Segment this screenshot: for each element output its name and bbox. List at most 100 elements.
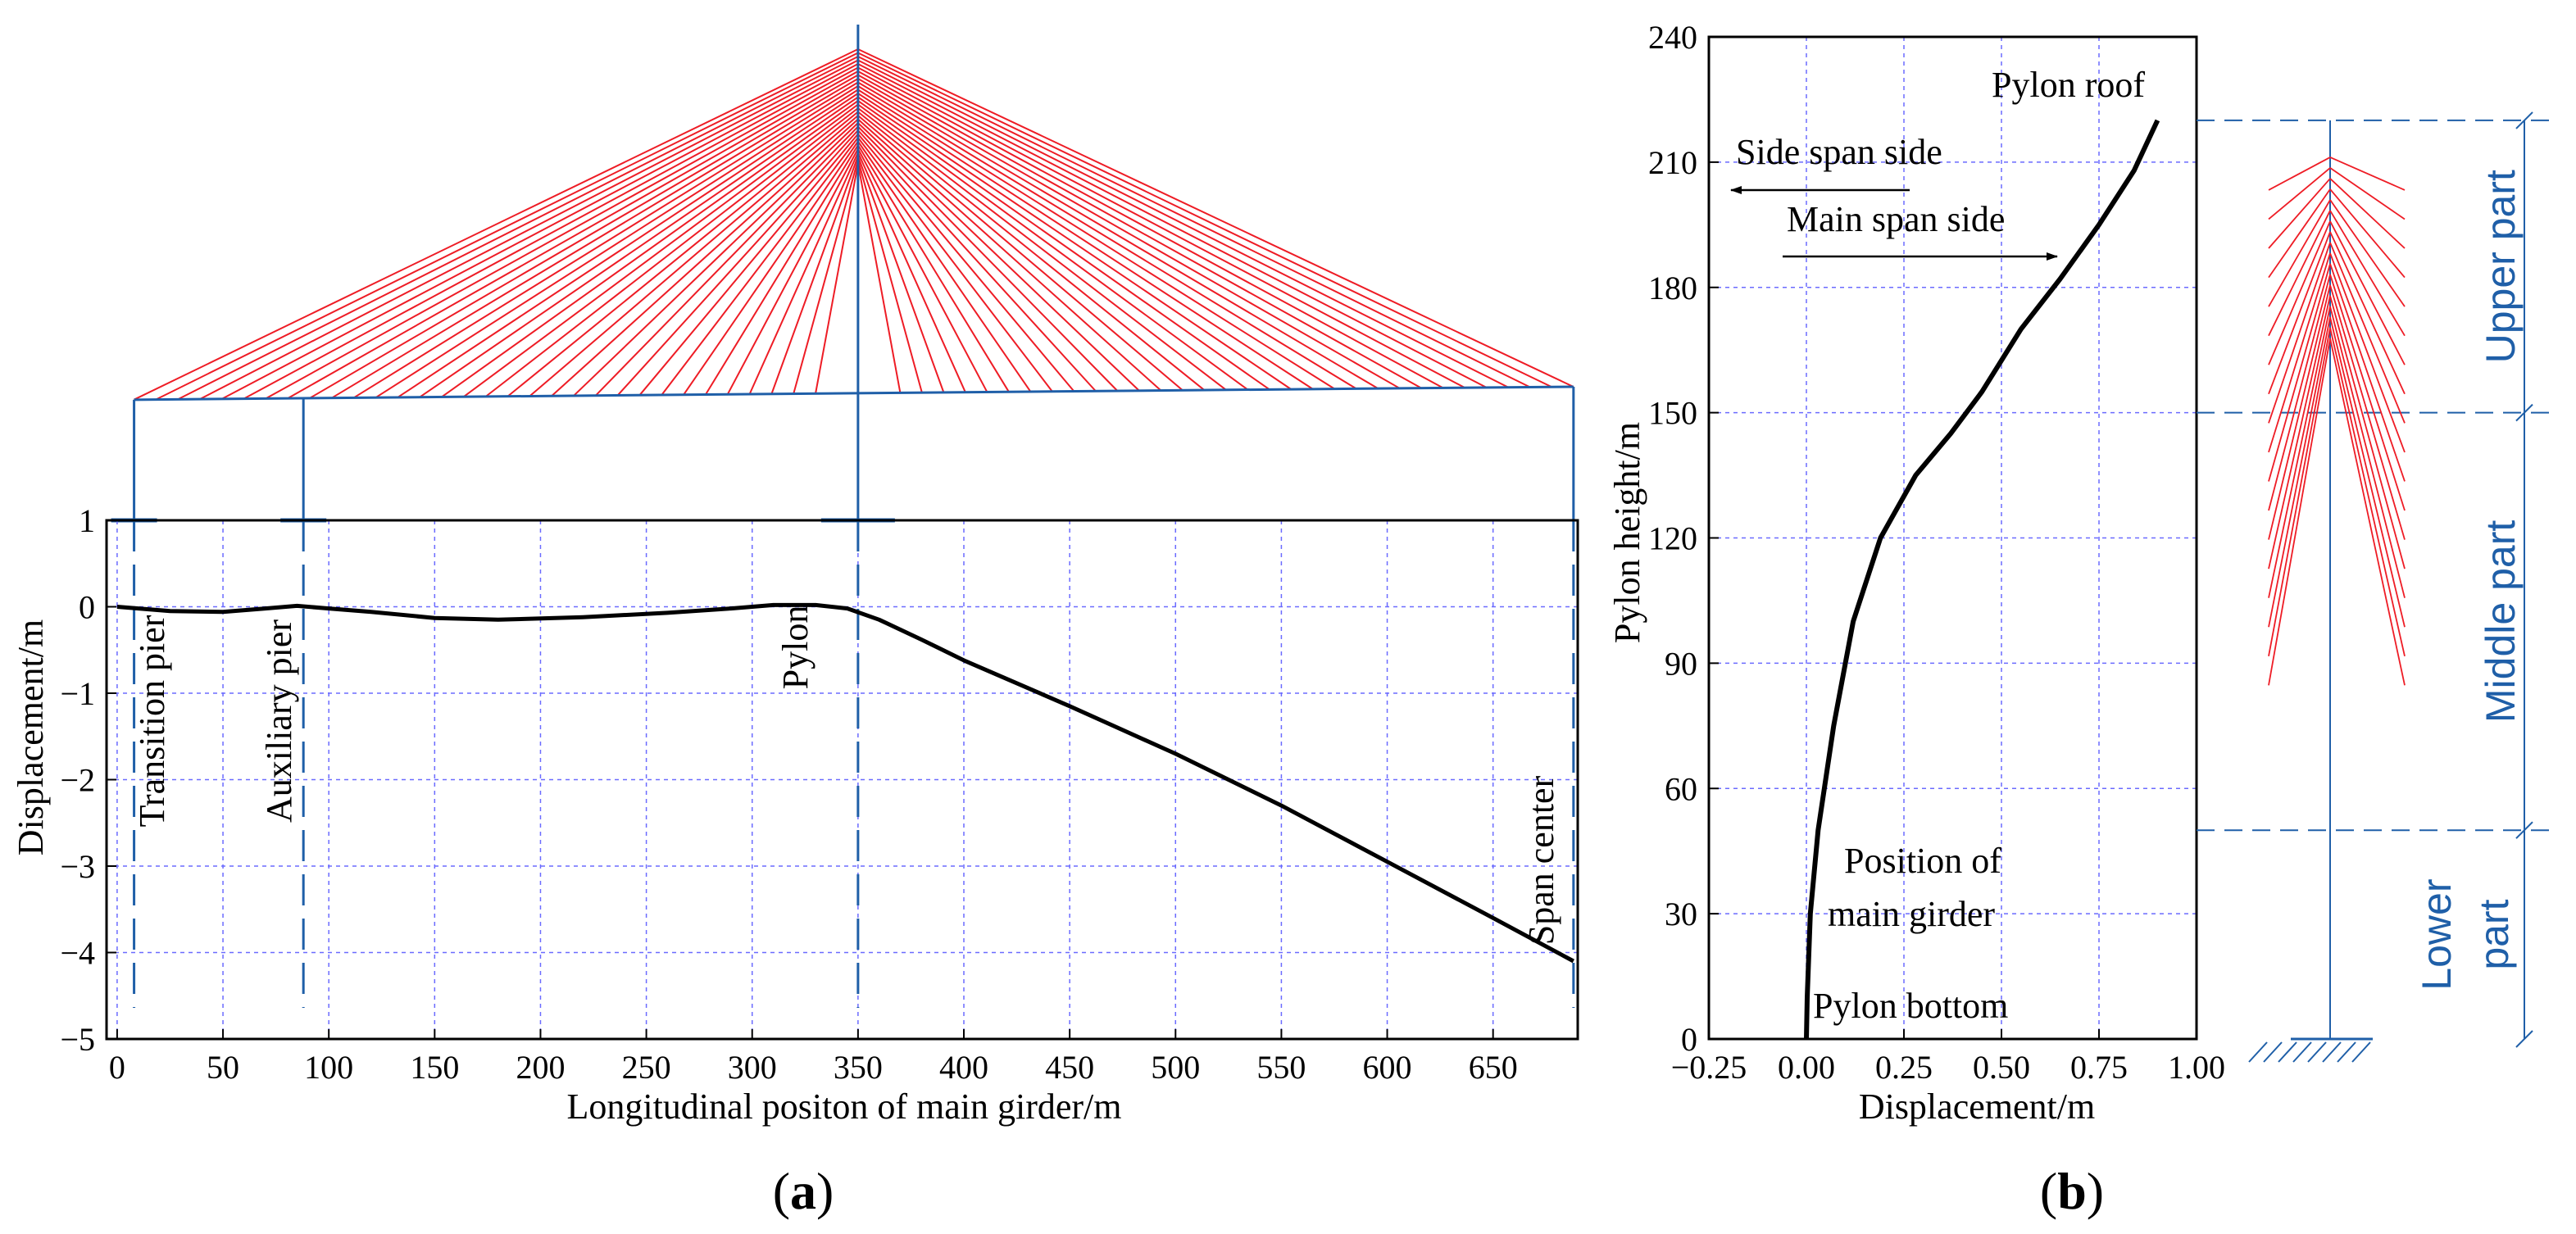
- stay-cable: [2329, 316, 2406, 628]
- stay-cable: [857, 125, 1119, 392]
- stay-cable: [661, 137, 859, 396]
- pylon-schematic: Upper part Middle part Lower part: [2197, 111, 2549, 1063]
- stay-cable: [2268, 284, 2331, 540]
- stay-cable: [2268, 263, 2331, 482]
- stay-cable: [856, 156, 945, 393]
- marker-label: Transition pier: [132, 615, 172, 827]
- stay-cable: [856, 163, 902, 393]
- stay-cable: [331, 81, 859, 399]
- stay-cable: [2329, 210, 2406, 337]
- stay-cable: [857, 81, 1379, 390]
- stay-cable: [2268, 252, 2331, 453]
- stay-cable: [2329, 263, 2406, 482]
- pier-markers: [133, 520, 1575, 1008]
- stay-cable: [857, 48, 1574, 388]
- y-tick-label: −3: [60, 848, 95, 885]
- series-group: [116, 602, 1574, 964]
- annotations: Pylon roof Side span side Main span side…: [1730, 65, 2145, 1026]
- stay-cable: [815, 163, 859, 394]
- stay-cable: [857, 96, 1292, 390]
- y-tick-label: 60: [1665, 770, 1697, 807]
- stay-cable: [2268, 157, 2331, 191]
- stay-cable: [857, 63, 1488, 388]
- stay-cable: [2268, 295, 2331, 569]
- stay-cable: [266, 70, 859, 400]
- ground-hatch: [2337, 1041, 2356, 1063]
- stay-cable: [177, 56, 859, 401]
- stay-cable: [2268, 306, 2331, 598]
- stay-cable: [2268, 231, 2331, 395]
- y-tick-label: −2: [60, 762, 95, 799]
- stay-cable: [2268, 220, 2331, 365]
- main-girder-label: main girder: [1828, 894, 1995, 934]
- stay-cable: [2268, 327, 2331, 656]
- stay-cable: [199, 59, 859, 400]
- stay-cable: [2329, 199, 2406, 307]
- girder-line: [134, 385, 1574, 402]
- y-axis-title: Pylon height/m: [1607, 422, 1647, 643]
- panel-label-a: (a): [773, 1162, 834, 1220]
- stay-cable: [857, 85, 1357, 390]
- stay-cable: [243, 66, 859, 400]
- marker-label: Pylon: [775, 606, 816, 690]
- pylon-roof-label: Pylon roof: [1992, 65, 2145, 105]
- stay-cable: [2329, 157, 2406, 191]
- stay-cable: [2329, 252, 2406, 453]
- stay-cable: [507, 111, 859, 397]
- panel-label-b-letter: b: [2057, 1162, 2087, 1220]
- stay-cable: [595, 125, 859, 397]
- stay-cable: [2268, 274, 2331, 511]
- tick-labels: −0.25 0.00 0.25 0.50 0.75 1.00 0 30 60 90 120 150 18…: [1648, 19, 2225, 1086]
- stay-cable: [2268, 316, 2331, 628]
- stay-cable: [638, 133, 859, 396]
- upper-part-label: Upper part: [2478, 170, 2524, 363]
- x-tick-label: 0.00: [1778, 1049, 1835, 1086]
- y-tick-label: 210: [1648, 144, 1697, 181]
- ground-hatch: [2248, 1041, 2268, 1063]
- panel-label-b: (b): [2040, 1162, 2104, 1220]
- stay-cable: [463, 103, 859, 397]
- pylon-bottom-label: Pylon bottom: [1813, 986, 2008, 1026]
- stay-cable: [375, 88, 859, 398]
- x-tick-label: 150: [410, 1049, 459, 1086]
- ground-hatch: [2278, 1041, 2297, 1063]
- y-tick-label: 120: [1648, 520, 1697, 557]
- stay-cable: [770, 156, 859, 395]
- x-tick-label: 600: [1363, 1049, 1412, 1086]
- main-span-side-label: Main span side: [1787, 199, 2005, 239]
- y-axis-title: Displacement/m: [11, 619, 51, 855]
- stay-cable: [2329, 295, 2406, 569]
- stay-cable: [793, 159, 859, 394]
- stay-cable: [287, 74, 859, 399]
- y-tick-label: 240: [1648, 19, 1697, 56]
- stay-cable: [551, 118, 859, 397]
- stay-cable: [683, 140, 859, 396]
- stay-cable: [2329, 188, 2406, 279]
- x-tick-label: 0.25: [1875, 1049, 1933, 1086]
- stay-cable: [857, 107, 1227, 391]
- x-axis-title: Longitudinal positon of main girder/m: [566, 1087, 1121, 1127]
- stay-cable: [748, 152, 859, 395]
- side-span-side-label: Side span side: [1736, 132, 1942, 172]
- stay-cable: [856, 152, 966, 393]
- stay-cable: [857, 137, 1053, 392]
- lower-part-label: part: [2471, 899, 2517, 969]
- stay-cable: [726, 148, 859, 395]
- stay-cable: [2268, 167, 2331, 220]
- dimension-tick: [2515, 403, 2533, 422]
- plot-frame: [105, 519, 1579, 1041]
- stay-cable: [856, 148, 988, 392]
- stay-cable: [616, 129, 859, 397]
- ground-hatch: [2263, 1041, 2283, 1063]
- middle-part-label: Middle part: [2478, 520, 2524, 723]
- panel-a: 0 50 100 150 200 250 300 350 400 450 500 550 600 650 1…: [11, 25, 1579, 1220]
- y-tick-label: 90: [1665, 645, 1697, 682]
- stay-cable: [857, 88, 1335, 390]
- ground-hatch: [2292, 1041, 2312, 1063]
- stay-cable: [2268, 338, 2331, 686]
- x-tick-label: 200: [516, 1049, 565, 1086]
- x-tick-label: 100: [304, 1049, 353, 1086]
- stay-cable: [857, 52, 1552, 388]
- y-tick-label: 30: [1665, 896, 1697, 932]
- y-tick-label: 150: [1648, 395, 1697, 432]
